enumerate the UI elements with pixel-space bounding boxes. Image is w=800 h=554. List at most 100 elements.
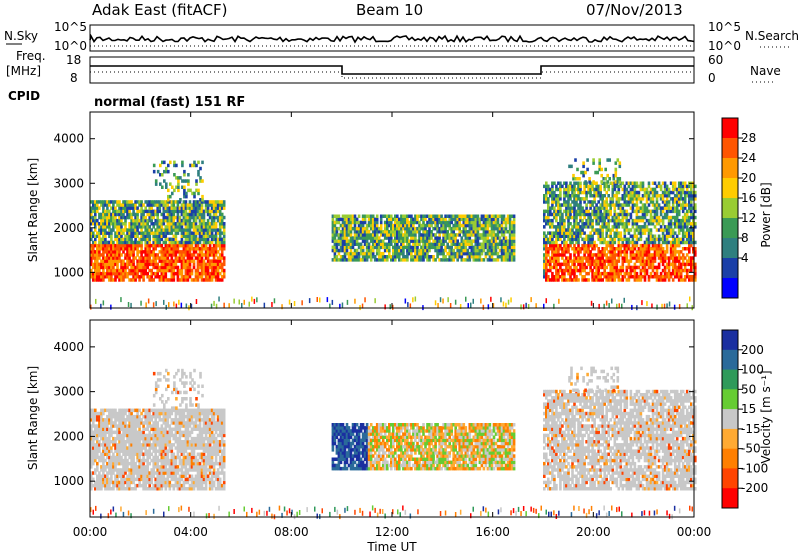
echo-cell <box>130 265 133 270</box>
echo-cell <box>643 209 647 214</box>
echo-cell <box>194 234 198 238</box>
echo-cell <box>480 217 484 222</box>
echo-cell <box>345 214 349 218</box>
echo-cell <box>609 181 612 185</box>
echo-cell <box>688 237 691 242</box>
echo-cell <box>474 248 478 253</box>
echo-cell <box>333 223 337 228</box>
echo-cell <box>130 271 133 276</box>
echo-cell <box>112 218 115 223</box>
echo-cell <box>428 248 431 253</box>
echo-cell <box>663 268 667 273</box>
echo-cell <box>586 158 589 162</box>
echo-cell <box>118 268 121 273</box>
echo-cell <box>555 215 558 220</box>
echo-cell <box>551 206 554 210</box>
echo-cell <box>456 220 459 225</box>
echo-cell <box>156 268 159 273</box>
echo-cell <box>581 231 584 235</box>
echo-cell <box>468 230 472 234</box>
echo-cell <box>104 243 107 248</box>
echo-cell <box>581 190 584 195</box>
echo-cell <box>134 203 137 207</box>
echo-cell <box>98 278 101 282</box>
echo-cell <box>178 250 182 254</box>
echo-cell <box>172 218 176 223</box>
echo-cell <box>192 231 196 235</box>
echo-cell <box>369 233 373 237</box>
echo-cell <box>182 259 186 263</box>
echo-cell <box>618 303 620 309</box>
echo-cell <box>162 231 166 235</box>
echo-cell <box>599 231 602 235</box>
echo-cell <box>156 169 160 174</box>
echo-cell <box>569 243 572 248</box>
echo-cell <box>202 278 206 282</box>
echo-cell <box>156 212 159 217</box>
echo-cell <box>177 182 180 186</box>
echo-cell <box>547 197 550 201</box>
echo-cell <box>420 251 423 256</box>
echo-cell <box>100 278 103 282</box>
echo-cell <box>663 212 667 217</box>
echo-cell <box>363 239 367 243</box>
echo-cell <box>410 226 413 231</box>
echo-cell <box>512 248 516 253</box>
echo-cell <box>172 275 176 279</box>
echo-cell <box>575 228 578 232</box>
echo-cell <box>106 222 109 226</box>
echo-cell <box>128 200 131 204</box>
echo-cell <box>553 215 556 220</box>
echo-cell <box>573 206 576 210</box>
echo-cell <box>567 203 570 207</box>
echo-cell <box>432 226 435 231</box>
echo-cell <box>635 203 639 207</box>
echo-cell <box>571 215 574 220</box>
echo-cell <box>577 256 580 260</box>
echo-cell <box>608 303 610 308</box>
echo-cell <box>585 197 588 201</box>
echo-cell <box>599 256 602 260</box>
echo-cell <box>547 275 550 279</box>
echo-cell <box>647 265 651 270</box>
echo-cell <box>182 203 186 207</box>
echo-cell <box>218 256 222 260</box>
echo-cell <box>655 275 659 279</box>
echo-cell <box>601 278 604 282</box>
echo-cell <box>126 237 129 242</box>
echo-cell <box>190 247 194 251</box>
echo-cell <box>412 223 415 228</box>
echo-cell <box>498 242 502 246</box>
echo-cell <box>408 239 411 243</box>
echo-cell <box>551 256 554 260</box>
echo-cell <box>673 259 677 263</box>
echo-cell <box>406 220 409 225</box>
echo-cell <box>164 243 168 248</box>
echo-cell <box>633 262 637 267</box>
echo-cell <box>172 234 176 238</box>
echo-cell <box>661 228 665 232</box>
echo-cell <box>178 278 182 282</box>
echo-cell <box>567 215 570 220</box>
echo-cell <box>194 268 198 273</box>
echo-cell <box>589 268 592 273</box>
echo-cell <box>589 222 592 226</box>
echo-cell <box>90 234 93 238</box>
echo-cell <box>502 230 506 234</box>
echo-cell <box>436 223 439 228</box>
echo-cell <box>637 275 641 279</box>
echo-cell <box>438 248 441 253</box>
echo-cell <box>168 268 172 273</box>
echo-cell <box>629 240 633 245</box>
echo-cell <box>583 265 586 270</box>
echo-cell <box>486 239 490 243</box>
echo-cell <box>595 190 598 195</box>
echo-cell <box>198 206 202 210</box>
echo-cell <box>186 275 190 279</box>
echo-cell <box>175 176 178 180</box>
echo-cell <box>186 247 190 251</box>
echo-cell <box>482 245 486 250</box>
echo-cell <box>655 194 659 198</box>
echo-cell <box>659 187 663 192</box>
echo-cell <box>609 197 612 201</box>
